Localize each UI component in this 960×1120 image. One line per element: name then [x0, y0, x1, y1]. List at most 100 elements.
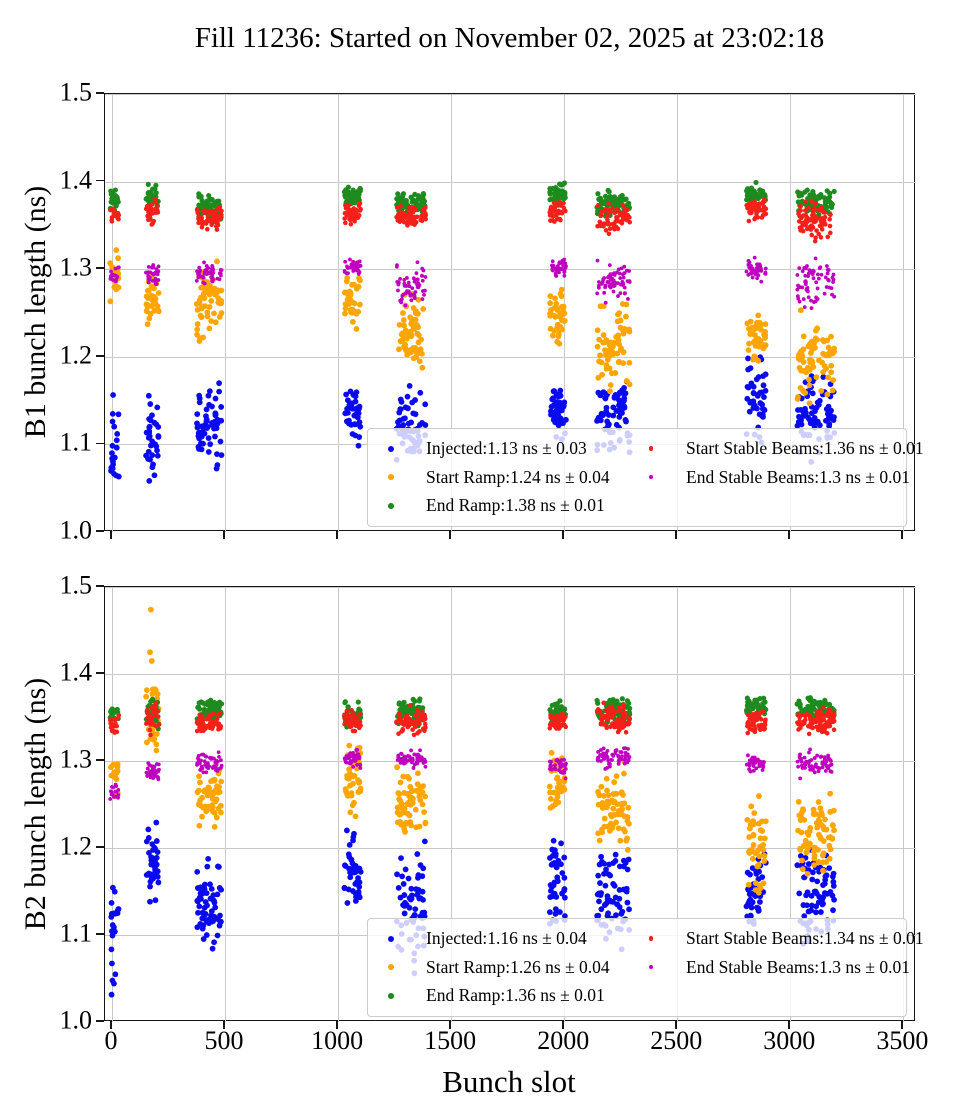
legend-column: Start Stable Beams:1.36 ns ± 0.01 End Sta… — [636, 435, 924, 492]
magenta-marker-dot — [649, 965, 653, 970]
x-tick-mark — [901, 531, 904, 539]
x-tick-label: 500 — [204, 1026, 244, 1055]
y-tick-mark — [96, 354, 104, 357]
plot-b2: Injected:1.16 ns ± 0.04 Start Ramp:1.26 n… — [104, 586, 924, 1022]
b1-y-axis-label: B1 bunch length (ns) — [19, 185, 52, 439]
x-tick-label: 1500 — [424, 1026, 477, 1055]
x-tick-mark — [336, 531, 338, 539]
legend-item-label: Start Ramp:1.24 ns ± 0.04 — [426, 466, 610, 487]
legend-b1: Injected:1.13 ns ± 0.03 Start Ramp:1.24 n… — [367, 427, 924, 527]
x-tick-mark — [788, 531, 791, 539]
legend-marker — [636, 446, 666, 452]
y-tick-label: 1.1 — [59, 427, 93, 457]
legend-item: Start Stable Beams:1.34 ns ± 0.01 — [636, 925, 924, 954]
x-tick-mark — [110, 531, 112, 539]
x-tick-mark — [675, 1021, 678, 1029]
x-tick-mark — [449, 531, 452, 539]
x-tick-mark — [901, 1021, 904, 1029]
y-tick-mark — [96, 92, 104, 94]
y-tick-label: 1.0 — [59, 515, 93, 545]
x-tick-mark — [110, 1021, 112, 1029]
y-tick-mark — [96, 442, 104, 445]
y-tick-mark — [96, 267, 104, 270]
red-marker-dot — [648, 446, 654, 452]
blue-marker-dot — [387, 935, 395, 942]
orange-marker-dot — [387, 474, 395, 481]
y-tick-mark — [96, 846, 104, 848]
x-tick-mark — [223, 531, 225, 539]
green-marker-dot — [388, 992, 394, 999]
x-tick-label: 1000 — [311, 1026, 364, 1055]
legend-marker — [376, 474, 406, 481]
x-tick-label: 3000 — [763, 1026, 816, 1055]
x-tick-mark — [675, 531, 678, 539]
y-tick-mark — [96, 179, 104, 182]
y-tick-mark — [96, 585, 104, 587]
y-tick-mark — [96, 530, 104, 532]
x-tick-label: 2500 — [650, 1026, 703, 1055]
x-tick-mark — [336, 1021, 338, 1029]
y-tick-label: 1.2 — [59, 831, 93, 861]
x-tick-mark — [562, 531, 565, 539]
legend-marker — [376, 935, 406, 942]
y-tick-label: 1.3 — [59, 744, 93, 774]
legend-item-label: Start Stable Beams:1.34 ns ± 0.01 — [686, 928, 924, 949]
y-tick-label: 1.3 — [59, 252, 93, 282]
legend-column: Start Stable Beams:1.34 ns ± 0.01 End Sta… — [636, 925, 924, 982]
legend-marker — [376, 992, 406, 999]
y-tick-label: 1.5 — [59, 570, 93, 600]
y-tick-label: 1.4 — [59, 657, 93, 687]
y-tick-mark — [96, 759, 104, 761]
legend-item-label: Injected:1.16 ns ± 0.04 — [426, 928, 587, 949]
green-marker-dot — [388, 502, 394, 509]
chart-title: Fill 11236: Started on November 02, 2025… — [194, 22, 825, 54]
legend-item: Injected:1.16 ns ± 0.04 — [376, 925, 628, 954]
legend-item-label: Start Stable Beams:1.36 ns ± 0.01 — [686, 438, 924, 459]
y-tick-label: 1.1 — [59, 918, 93, 948]
x-tick-mark — [788, 1021, 791, 1029]
plot-b1: Injected:1.13 ns ± 0.03 Start Ramp:1.24 n… — [104, 93, 924, 532]
legend-item: Start Ramp:1.26 ns ± 0.04 — [376, 953, 628, 982]
legend-marker — [636, 936, 666, 942]
b2-y-axis-label: B2 bunch length (ns) — [19, 677, 52, 930]
y-tick-mark — [96, 1020, 104, 1022]
legend-item: End Ramp:1.38 ns ± 0.01 — [376, 492, 628, 521]
x-tick-label: 0 — [104, 1026, 118, 1055]
legend-marker — [376, 502, 406, 509]
legend-b2: Injected:1.16 ns ± 0.04 Start Ramp:1.26 n… — [367, 917, 924, 1017]
legend-item-label: End Stable Beams:1.3 ns ± 0.01 — [686, 956, 910, 977]
x-tick-label: 2000 — [537, 1026, 590, 1055]
legend-item-label: Injected:1.13 ns ± 0.03 — [426, 438, 587, 459]
x-axis-label: Bunch slot — [442, 1064, 576, 1099]
legend-item: Start Ramp:1.24 ns ± 0.04 — [376, 463, 628, 492]
x-tick-mark — [562, 1021, 565, 1029]
y-tick-mark — [96, 933, 104, 935]
legend-column: Injected:1.13 ns ± 0.03 Start Ramp:1.24 n… — [376, 435, 628, 521]
x-tick-mark — [449, 1021, 452, 1029]
y-tick-label: 1.2 — [59, 340, 93, 370]
legend-item: Start Stable Beams:1.36 ns ± 0.01 — [636, 435, 924, 464]
legend-item: End Stable Beams:1.3 ns ± 0.01 — [636, 953, 924, 982]
legend-item-label: End Ramp:1.36 ns ± 0.01 — [426, 985, 605, 1006]
legend-item-label: Start Ramp:1.26 ns ± 0.04 — [426, 956, 610, 977]
legend-marker — [376, 964, 406, 971]
red-marker-dot — [648, 936, 654, 942]
magenta-marker-dot — [649, 475, 653, 480]
legend-item-label: End Ramp:1.38 ns ± 0.01 — [426, 495, 605, 516]
legend-item: End Stable Beams:1.3 ns ± 0.01 — [636, 463, 924, 492]
x-tick-label: 3500 — [876, 1026, 929, 1055]
blue-marker-dot — [387, 445, 395, 452]
legend-item: Injected:1.13 ns ± 0.03 — [376, 435, 628, 464]
orange-marker-dot — [387, 964, 395, 971]
y-tick-label: 1.5 — [59, 77, 93, 107]
legend-marker — [636, 965, 666, 970]
legend-marker — [636, 475, 666, 480]
y-tick-label: 1.4 — [59, 164, 93, 194]
legend-marker — [376, 445, 406, 452]
x-tick-mark — [223, 1021, 225, 1029]
legend-item: End Ramp:1.36 ns ± 0.01 — [376, 982, 628, 1011]
y-tick-mark — [96, 672, 104, 674]
legend-column: Injected:1.16 ns ± 0.04 Start Ramp:1.26 n… — [376, 925, 628, 1011]
y-tick-label: 1.0 — [59, 1005, 93, 1035]
